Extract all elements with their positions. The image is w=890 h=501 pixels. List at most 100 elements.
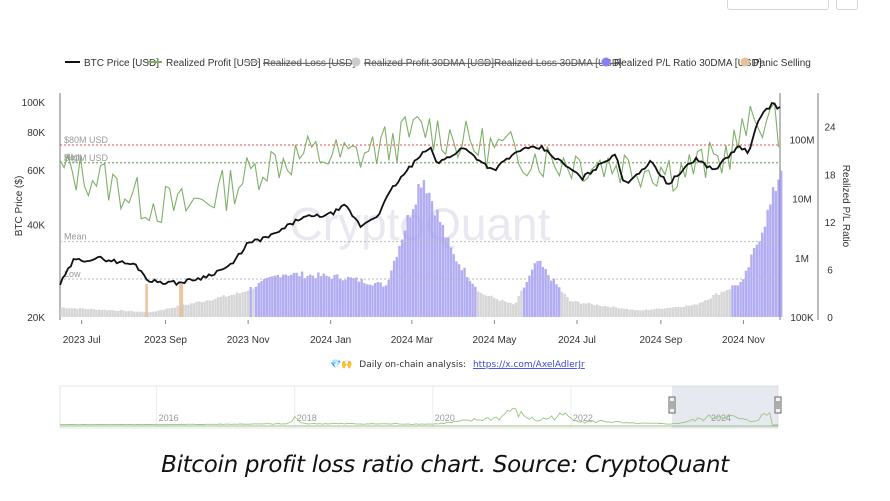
ratio-bar: [368, 284, 371, 317]
ratio-bar: [566, 296, 569, 317]
ratio-bar: [666, 307, 669, 317]
ratio-bar: [230, 294, 233, 317]
ratio-bar: [444, 237, 447, 317]
ratio-bar: [130, 310, 133, 317]
ratio-bar: [536, 261, 539, 317]
legend-item[interactable]: Realized Profit [USD]: [147, 58, 261, 69]
y-tick-ratio: 18: [824, 170, 836, 181]
ratio-bar: [97, 309, 101, 317]
ratio-bar: [509, 302, 512, 317]
ratio-bar: [149, 311, 152, 317]
ratio-bar: [471, 283, 474, 317]
ratio-bar: [571, 301, 574, 317]
ratio-bar: [87, 309, 90, 317]
y-tick-ratio: 12: [824, 218, 836, 229]
ratio-bar: [487, 295, 491, 317]
menu-button[interactable]: [836, 0, 858, 10]
ratio-bar: [593, 305, 596, 317]
x-tick-label: 2024 Sep: [639, 335, 682, 346]
ratio-bar: [476, 291, 480, 317]
ratio-bar: [457, 264, 461, 317]
note-link[interactable]: https://x.com/AxelAdlerJr: [473, 360, 585, 370]
btc-price-line: [59, 101, 781, 287]
legend-item[interactable]: Panic Selling: [740, 57, 811, 70]
ratio-bar: [355, 277, 358, 317]
ratio-bar: [392, 260, 396, 317]
y-tick-left: 60K: [27, 166, 45, 177]
note-text: Daily on-chain analysis:: [359, 360, 466, 370]
ratio-bar: [452, 254, 455, 317]
ratio-bar: [479, 292, 482, 317]
ratio-bar: [609, 307, 612, 317]
y-tick-left: 80K: [27, 128, 45, 139]
ratio-bar: [463, 267, 466, 317]
ratio-bar: [441, 224, 445, 317]
ratio-bar: [290, 274, 293, 317]
ratio-bar: [733, 285, 737, 317]
ratio-bar: [208, 300, 212, 317]
figure-caption: Bitcoin profit loss ratio chart. Source:…: [161, 452, 729, 478]
ratio-bar: [774, 190, 777, 317]
legend-item[interactable]: Realized Profit 30DMA [USD]: [351, 57, 495, 70]
legend-item[interactable]: Realized Loss 30DMA [USD]: [475, 58, 622, 69]
ratio-bar: [403, 230, 407, 317]
legend-item[interactable]: Realized Loss [USD]: [244, 58, 355, 69]
ratio-bar: [698, 302, 702, 317]
ratio-bar: [493, 297, 496, 317]
ratio-bar: [70, 308, 74, 317]
profit-loss-chart: BTC Price [USD] Realized Profit [USD] Real…: [14, 57, 851, 429]
ratio-bar: [298, 276, 301, 317]
ratio-bar: [625, 308, 629, 317]
ratio-bar: [484, 295, 488, 317]
ratio-bar: [252, 288, 255, 317]
ratio-bar: [268, 276, 271, 317]
y-tick-left: 40K: [27, 220, 45, 231]
ratio-bar: [579, 303, 583, 317]
x-tick-label: 2024 Nov: [722, 335, 765, 346]
ratio-bar: [198, 301, 201, 317]
ratio-bar: [422, 180, 426, 317]
legend-item[interactable]: Realized P/L Ratio 30DMA [USD]: [601, 57, 762, 70]
ratio-bar: [720, 291, 723, 317]
ratio-bar: [420, 187, 423, 317]
navigator-handle-left[interactable]: [668, 396, 676, 414]
ratio-bar: [200, 302, 204, 317]
ratio-bar: [763, 226, 767, 317]
ratio-bar: [495, 299, 499, 317]
ratio-bar: [647, 310, 650, 317]
ratio-bar: [330, 279, 334, 317]
ratio-bar: [92, 309, 95, 317]
note-icons: 💎🙌: [330, 359, 352, 370]
ratio-bar: [433, 215, 436, 317]
panic-selling-bars: [145, 284, 184, 317]
ratio-bar: [447, 237, 450, 317]
ratio-bar: [503, 301, 507, 317]
ratio-bar: [349, 277, 353, 317]
legend-item[interactable]: BTC Price [USD]: [65, 58, 159, 69]
ratio-bar: [127, 311, 131, 317]
ratio-bar: [425, 193, 428, 317]
ratio-bar: [327, 276, 331, 317]
ratio-bar: [598, 305, 602, 317]
ratio-bar: [468, 280, 472, 317]
ratio-bar: [338, 278, 342, 317]
ratio-bar: [135, 311, 139, 317]
ratio-bar: [623, 309, 626, 317]
reference-label: Low: [64, 269, 81, 279]
ratio-bar: [119, 310, 122, 317]
ratio-bar: [73, 308, 76, 317]
range-selector-box[interactable]: [727, 0, 829, 10]
ratio-bar: [560, 291, 564, 317]
ratio-bar: [587, 302, 591, 317]
ratio-bar: [617, 308, 620, 317]
navigator-handle-right[interactable]: [774, 396, 782, 414]
ratio-bar: [614, 307, 618, 317]
ratio-bar: [238, 293, 242, 317]
ratio-bar: [143, 312, 147, 317]
ratio-bar: [263, 279, 266, 317]
ratio-bar: [696, 304, 699, 317]
ratio-bar: [690, 305, 694, 317]
navigator-tick-label: 2018: [297, 413, 317, 423]
range-navigator[interactable]: 2016 2018 2020 2022 2024: [59, 385, 782, 429]
